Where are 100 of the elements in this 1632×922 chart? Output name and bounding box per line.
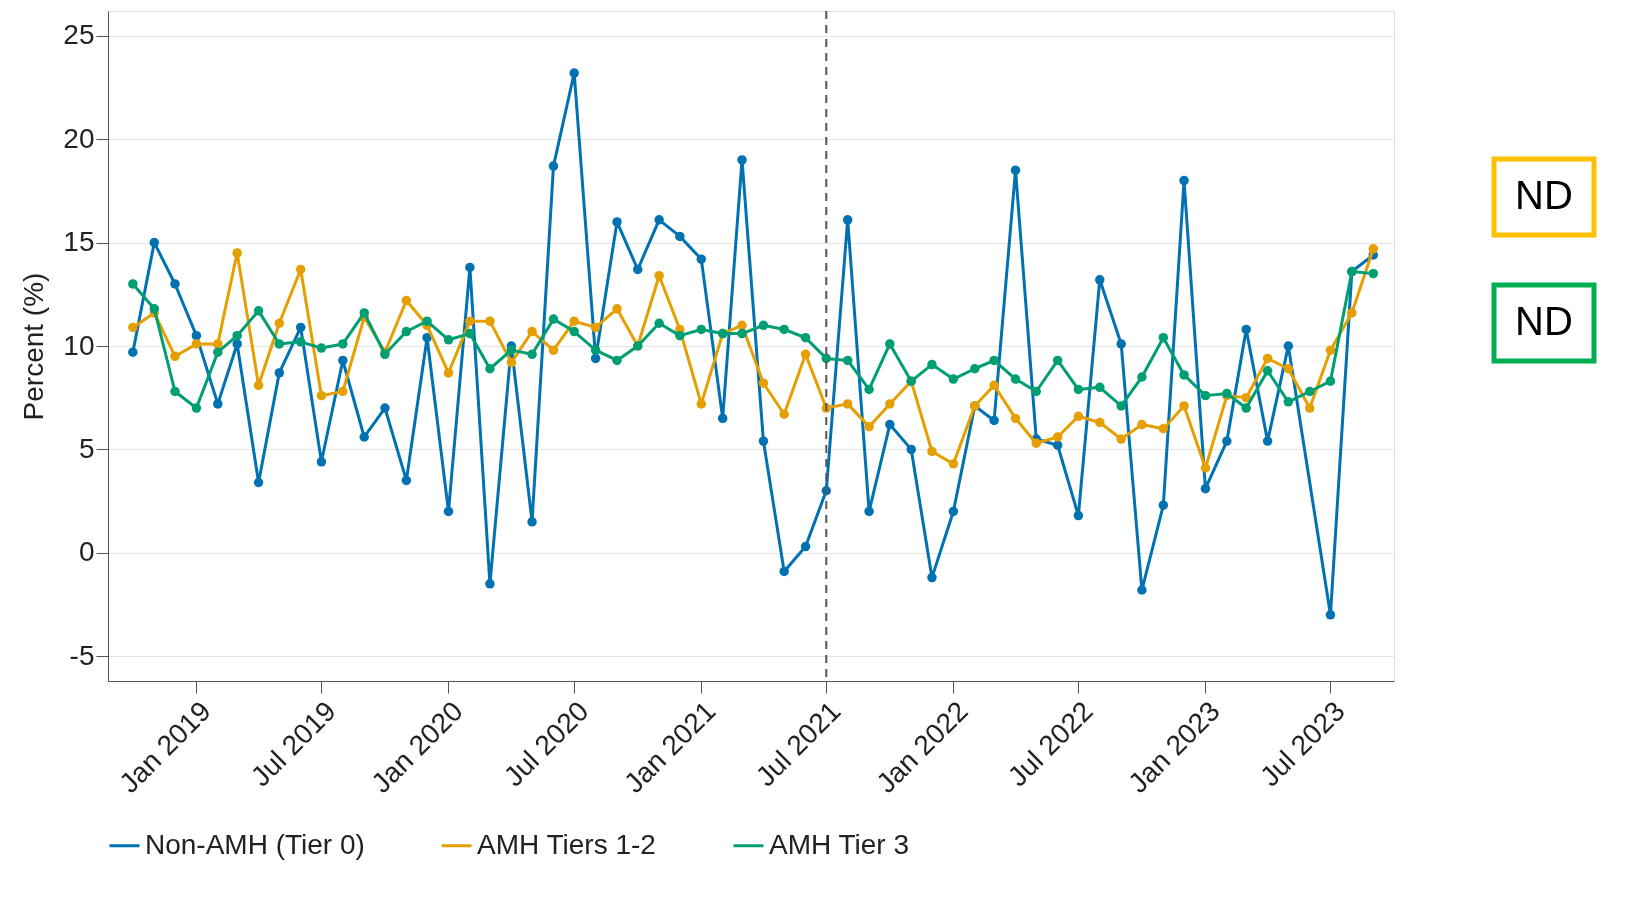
point — [443, 335, 454, 345]
point — [1179, 175, 1189, 186]
point — [1368, 244, 1379, 254]
point — [1137, 585, 1147, 595]
point — [675, 231, 685, 242]
point — [800, 332, 811, 343]
point — [506, 345, 517, 355]
y-tick-label: 10 — [63, 329, 95, 361]
point — [612, 355, 622, 366]
point — [927, 572, 937, 583]
point — [295, 264, 306, 275]
point — [864, 384, 874, 395]
point — [696, 399, 707, 409]
point — [1158, 423, 1169, 434]
point — [1010, 374, 1021, 384]
point — [401, 326, 412, 337]
point — [1222, 436, 1232, 446]
point — [569, 326, 579, 337]
point — [758, 378, 769, 388]
point — [696, 324, 707, 335]
point — [274, 318, 285, 328]
point — [1116, 401, 1126, 411]
point — [1283, 397, 1294, 407]
point — [548, 161, 559, 171]
point — [927, 446, 937, 457]
point — [654, 318, 664, 328]
point — [548, 314, 559, 324]
point — [927, 359, 937, 370]
point — [1179, 370, 1189, 380]
point — [359, 308, 369, 318]
point — [316, 343, 327, 353]
point — [506, 357, 517, 368]
point — [527, 517, 537, 527]
point — [885, 419, 895, 430]
text: ND — [1515, 173, 1573, 217]
point — [989, 380, 999, 391]
point — [1073, 510, 1084, 521]
point — [443, 506, 454, 517]
point — [612, 217, 622, 227]
point — [422, 332, 432, 343]
point — [654, 215, 664, 225]
point — [149, 304, 160, 314]
point — [191, 339, 202, 349]
point — [128, 322, 138, 333]
point — [885, 339, 895, 349]
point — [842, 355, 853, 366]
point — [191, 403, 202, 413]
point — [380, 403, 390, 413]
point — [1137, 372, 1147, 382]
point — [779, 409, 789, 419]
y-axis-title: Percent (%) — [18, 272, 50, 421]
point — [1262, 353, 1273, 364]
point — [1305, 403, 1315, 413]
y-tick-label: 25 — [63, 19, 95, 51]
point — [1095, 275, 1105, 285]
point — [632, 264, 643, 275]
legend-label: Non-AMH (Tier 0) — [145, 828, 365, 860]
point — [1031, 386, 1041, 397]
point — [527, 326, 537, 337]
point — [885, 399, 895, 409]
point — [590, 353, 601, 364]
point — [1347, 308, 1357, 318]
point — [338, 355, 348, 366]
point — [1179, 401, 1189, 411]
legend-label: AMH Tier 3 — [769, 828, 910, 860]
point — [758, 320, 769, 331]
point — [696, 254, 707, 264]
point — [842, 399, 853, 409]
point — [1200, 483, 1211, 494]
point — [842, 215, 853, 225]
point — [465, 328, 475, 339]
point — [1368, 268, 1379, 279]
point — [1241, 324, 1251, 335]
point — [654, 270, 664, 281]
point — [1325, 610, 1336, 620]
point — [989, 355, 999, 366]
point — [1283, 341, 1294, 351]
point — [989, 415, 999, 426]
point — [864, 506, 874, 517]
text: ND — [1515, 299, 1573, 343]
point — [465, 262, 475, 273]
point — [295, 322, 306, 333]
point — [1241, 392, 1251, 403]
point — [253, 380, 264, 391]
point — [779, 566, 789, 577]
point — [170, 351, 180, 362]
point — [338, 339, 348, 349]
point — [1052, 432, 1063, 442]
point — [1305, 386, 1315, 397]
point — [758, 436, 769, 446]
point — [1158, 332, 1169, 343]
point — [1095, 382, 1105, 393]
point — [422, 316, 432, 326]
point — [170, 386, 180, 397]
point — [1095, 417, 1105, 428]
point — [1200, 390, 1211, 401]
point — [316, 457, 327, 467]
point — [569, 68, 579, 78]
point — [191, 330, 202, 341]
point — [1010, 413, 1021, 424]
